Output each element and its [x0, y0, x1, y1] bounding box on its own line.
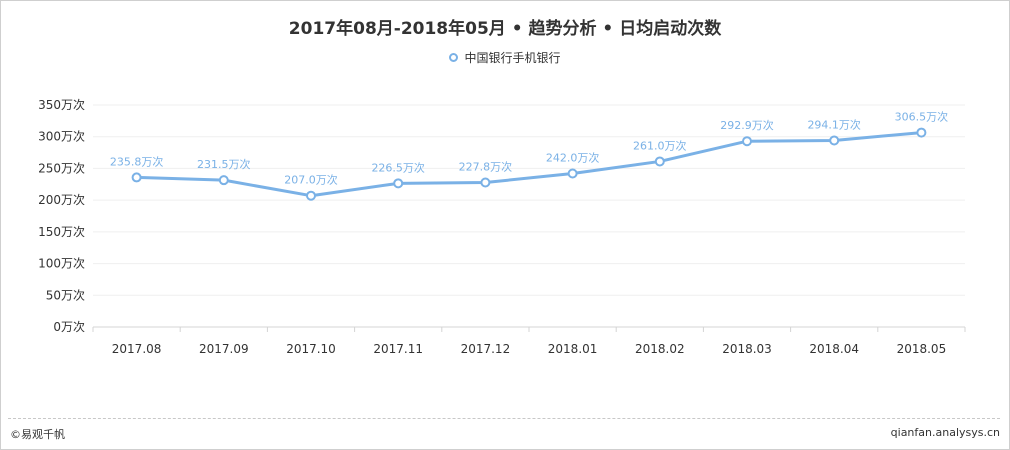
- x-tick-label: 2017.10: [286, 342, 336, 356]
- x-tick-label: 2018.03: [722, 342, 772, 356]
- data-point: [480, 177, 491, 188]
- y-tick-label: 200万次: [38, 193, 85, 207]
- data-label: 227.8万次: [459, 160, 513, 174]
- data-point: [829, 135, 840, 146]
- y-tick-label: 50万次: [46, 288, 85, 302]
- data-label: 292.9万次: [720, 118, 774, 132]
- legend-label: 中国银行手机银行: [464, 51, 561, 65]
- data-point: [131, 172, 142, 183]
- series-group: [131, 127, 927, 201]
- data-label: 226.5万次: [371, 160, 425, 174]
- y-tick-label: 0万次: [53, 320, 85, 334]
- y-tick-label: 150万次: [38, 225, 85, 239]
- data-label: 294.1万次: [807, 117, 861, 131]
- x-tick-label: 2018.05: [897, 342, 947, 356]
- grid-lines: [93, 104, 965, 296]
- data-labels: 235.8万次 231.5万次 207.0万次 226.5万次 227.8万次 242.0…: [110, 110, 948, 187]
- data-label: 261.0万次: [633, 138, 687, 152]
- x-tick-label: 2017.08: [112, 342, 162, 356]
- y-axis-ticks: 0万次 50万次 100万次 150万次 200万次 250万次 300万次 350万次: [38, 98, 85, 334]
- series-line: [136, 131, 922, 198]
- data-point: [306, 190, 316, 201]
- legend[interactable]: 中国银行手机银行: [0, 49, 1010, 66]
- x-tick-label: 2018.02: [635, 342, 685, 356]
- y-tick-label: 100万次: [38, 257, 85, 271]
- data-label: 231.5万次: [197, 157, 251, 171]
- y-tick-label: 300万次: [38, 130, 85, 144]
- chart-title: 2017年08月-2018年05月 • 趋势分析 • 日均启动次数: [288, 19, 722, 39]
- data-point: [654, 156, 665, 167]
- data-point: [567, 168, 578, 179]
- data-label: 306.5万次: [895, 110, 949, 124]
- data-label: 207.0万次: [284, 173, 338, 187]
- x-tick-label: 2018.04: [809, 342, 859, 356]
- x-tick-label: 2017.09: [199, 342, 249, 356]
- x-tick-label: 2018.01: [548, 342, 598, 356]
- data-point: [742, 136, 752, 147]
- data-label: 242.0万次: [546, 151, 600, 165]
- data-point: [393, 178, 404, 189]
- footer-site: qianfan.analysys.cn: [890, 426, 1000, 439]
- footer-copyright: ©易观千帆: [10, 428, 65, 441]
- x-tick-label: 2017.11: [373, 342, 423, 356]
- data-label: 235.8万次: [110, 154, 164, 168]
- data-point: [218, 175, 229, 186]
- footer-divider: [8, 418, 1000, 419]
- x-tick-label: 2017.12: [461, 342, 511, 356]
- y-tick-label: 250万次: [38, 161, 85, 175]
- y-tick-label: 350万次: [38, 98, 85, 112]
- legend-marker-icon: [449, 53, 459, 62]
- x-axis-ticks: 2017.08 2017.09 2017.10 2017.11 2017.12 2018.…: [112, 342, 946, 356]
- data-point: [916, 127, 927, 138]
- axes: [92, 326, 966, 332]
